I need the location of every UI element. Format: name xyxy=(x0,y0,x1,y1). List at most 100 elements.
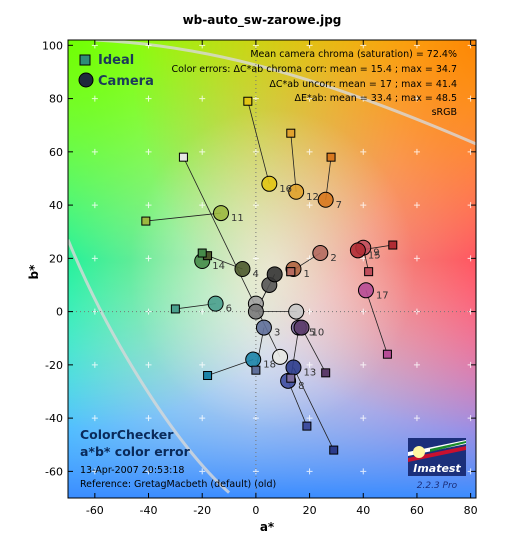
gamut-boundary xyxy=(68,40,476,494)
patch-label-12: 12 xyxy=(306,192,319,203)
camera-point-6 xyxy=(207,295,224,312)
x-tick-label: -40 xyxy=(140,504,158,517)
camera-point-17 xyxy=(357,282,374,299)
grid-cross xyxy=(306,308,313,315)
error-line-11 xyxy=(145,212,222,222)
grid-cross xyxy=(413,95,420,102)
patch-label-11: 11 xyxy=(231,213,244,224)
patch-label-15: 15 xyxy=(368,250,381,261)
y-tick-label: -20 xyxy=(45,359,63,372)
patch-label-14: 14 xyxy=(212,261,225,272)
ideal-point-17 xyxy=(382,349,392,359)
x-ticks: -60 -40 -20 0 20 40 60 80 xyxy=(86,40,478,517)
grid-cross xyxy=(306,202,313,209)
patch-label-7: 7 xyxy=(336,200,342,211)
ideal-point-12 xyxy=(286,128,296,138)
ideal-point-7 xyxy=(326,152,336,162)
grid-cross xyxy=(413,255,420,262)
camera-point-13 xyxy=(285,359,302,376)
patch-label-2: 2 xyxy=(330,253,336,264)
grid-cross xyxy=(91,255,98,262)
patch-label-17: 17 xyxy=(376,290,389,301)
grid-crosses xyxy=(91,42,474,475)
y-ticks: -60 -40 -20 0 20 40 60 80 100 xyxy=(42,39,476,478)
grid-cross xyxy=(413,148,420,155)
x-tick-label: -60 xyxy=(86,504,104,517)
logo-version: 2.2.3 Pro xyxy=(417,481,458,491)
patch-label-8: 8 xyxy=(298,381,304,392)
grid-cross xyxy=(360,95,367,102)
grid-cross xyxy=(360,148,367,155)
info-block: ColorChecker a*b* color error 13-Apr-200… xyxy=(80,427,276,490)
patch-label-18: 18 xyxy=(263,360,276,371)
grid-cross xyxy=(252,468,259,475)
patch-label-4: 4 xyxy=(252,269,258,280)
error-line-16 xyxy=(247,101,270,184)
camera-points xyxy=(194,175,374,389)
camera-point-18 xyxy=(245,351,262,368)
camera-point-2 xyxy=(312,245,329,262)
ideal-point-19 xyxy=(178,152,188,162)
info-reference: Reference: GretagMacbeth (default) (old) xyxy=(80,479,276,490)
grid-cross xyxy=(199,468,206,475)
info-chart-desc: a*b* color error xyxy=(80,444,191,459)
y-tick-label: -60 xyxy=(45,465,63,478)
grid-cross xyxy=(199,148,206,155)
camera-point-11 xyxy=(213,205,229,222)
camera-point-22 xyxy=(247,303,264,320)
grid-cross xyxy=(252,148,259,155)
grid-cross xyxy=(199,202,206,209)
grid-cross xyxy=(91,95,98,102)
stat-colorspace: sRGB xyxy=(432,107,457,118)
camera-point-24 xyxy=(266,266,283,283)
plot-frame xyxy=(67,39,477,499)
ideal-point-18 xyxy=(203,371,213,381)
x-tick-label: 20 xyxy=(303,504,317,517)
camera-point-20 xyxy=(288,303,305,320)
y-tick-label: 100 xyxy=(42,39,63,52)
error-line-8 xyxy=(287,380,308,427)
grid-cross xyxy=(360,468,367,475)
x-axis-label: a* xyxy=(260,520,275,534)
ideal-point-15 xyxy=(388,240,398,250)
grid-cross xyxy=(145,361,152,368)
grid-cross xyxy=(199,95,206,102)
x-tick-label: -20 xyxy=(193,504,211,517)
grid-cross xyxy=(145,415,152,422)
grid-cross xyxy=(145,202,152,209)
ideal-point-16 xyxy=(243,96,253,106)
legend-ideal-marker xyxy=(79,54,91,66)
grid-cross xyxy=(360,361,367,368)
imatest-logo: Imatest 2.2.3 Pro xyxy=(408,438,466,491)
grid-cross xyxy=(306,468,313,475)
legend-camera-label: Camera xyxy=(98,74,154,89)
ideal-point-11 xyxy=(141,216,151,226)
camera-point-4 xyxy=(234,261,251,277)
error-line-12 xyxy=(290,133,297,192)
y-tick-label: 60 xyxy=(49,146,63,159)
grid-cross xyxy=(199,361,206,368)
grid-cross xyxy=(360,202,367,209)
camera-point-12 xyxy=(288,183,305,200)
x-tick-label: 40 xyxy=(356,504,370,517)
error-line-10 xyxy=(301,327,327,374)
chart-title: wb-auto_sw-zarowe.jpg xyxy=(183,13,342,28)
patch-label-10: 10 xyxy=(312,328,325,339)
patch-label-13: 13 xyxy=(303,368,316,379)
x-tick-label: 60 xyxy=(410,504,424,517)
y-tick-label: 0 xyxy=(56,306,63,319)
grid-cross xyxy=(199,415,206,422)
legend-ideal-label: Ideal xyxy=(98,53,134,68)
grid-cross xyxy=(306,361,313,368)
patch-label-3: 3 xyxy=(274,328,280,339)
camera-point-19 xyxy=(272,348,289,365)
error-line-17 xyxy=(365,290,388,355)
ideal-point-3 xyxy=(251,365,261,375)
y-tick-label: -40 xyxy=(45,412,63,425)
ideal-point-14 xyxy=(197,248,207,258)
ideal-point-2 xyxy=(286,267,296,277)
camera-point-3 xyxy=(255,319,272,336)
